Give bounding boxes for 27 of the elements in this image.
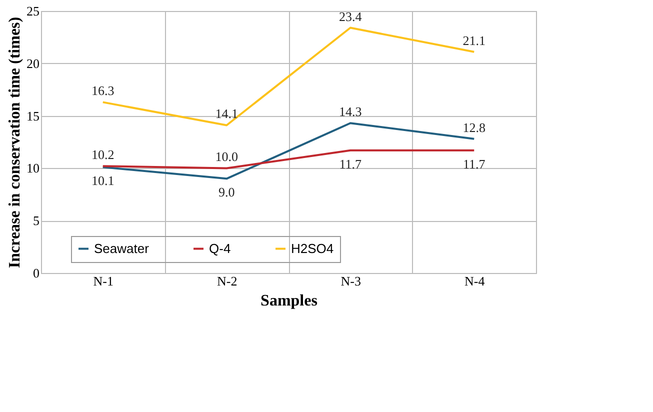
data-label: 21.1 bbox=[462, 32, 486, 48]
data-label: 10.1 bbox=[92, 173, 114, 188]
data-label: 14.1 bbox=[215, 106, 238, 122]
x-axis-title: Samples bbox=[260, 292, 318, 310]
data-label: 12.8 bbox=[462, 120, 486, 135]
data-label: 10.0 bbox=[215, 149, 238, 164]
data-label: 16.3 bbox=[92, 83, 114, 98]
y-tick-label: 5 bbox=[33, 213, 40, 228]
x-tick-label: N-4 bbox=[464, 274, 486, 288]
y-tick-label: 15 bbox=[26, 108, 40, 124]
x-tick-label: N-1 bbox=[93, 274, 114, 288]
data-label: 14.3 bbox=[339, 104, 362, 120]
data-label: 11.7 bbox=[462, 156, 486, 172]
y-tick-label: 20 bbox=[26, 56, 40, 71]
data-label: 9.0 bbox=[218, 184, 235, 200]
legend-label: Q-4 bbox=[209, 240, 231, 256]
y-tick-label: 10 bbox=[26, 160, 40, 176]
data-label: 10.2 bbox=[92, 147, 114, 162]
x-tick-label: N-2 bbox=[217, 274, 238, 288]
data-label: 11.7 bbox=[339, 156, 362, 172]
legend-label: Seawater bbox=[94, 240, 150, 256]
y-tick-label: 25 bbox=[26, 4, 40, 18]
data-label: 23.4 bbox=[339, 8, 362, 24]
y-axis-title: Increase in conservation time (times) bbox=[6, 16, 24, 268]
y-tick-label: 0 bbox=[33, 266, 40, 280]
x-tick-label: N-3 bbox=[340, 274, 361, 288]
legend-label: H2SO4 bbox=[291, 240, 334, 256]
